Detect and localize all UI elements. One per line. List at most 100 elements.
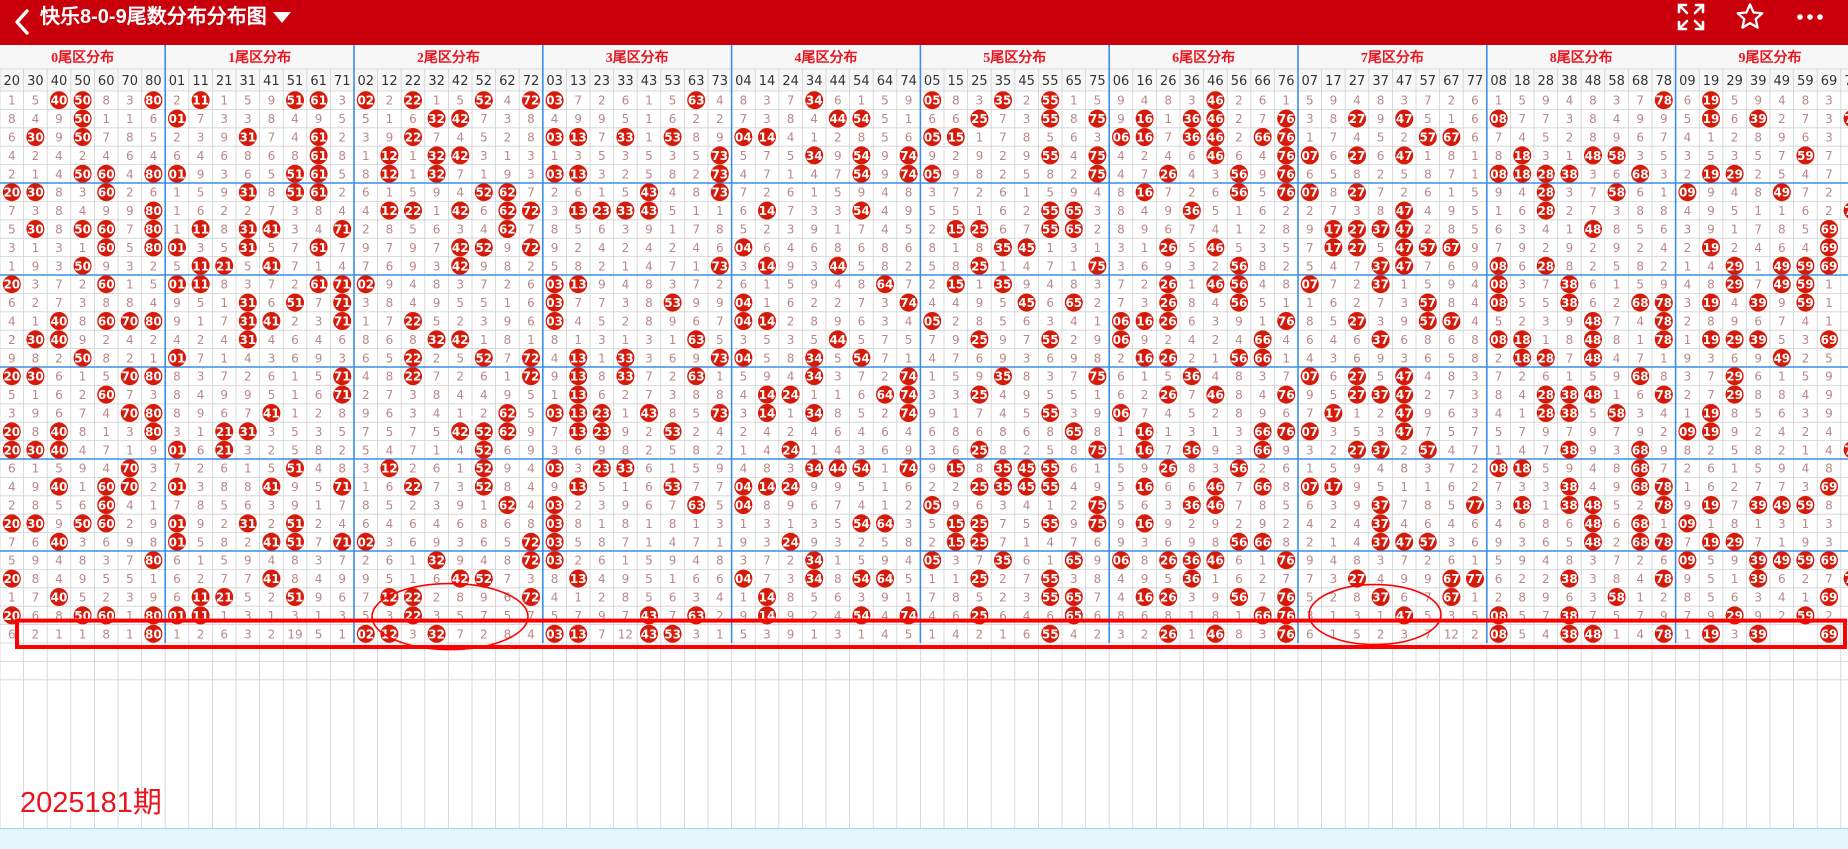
miss-count: 5 [1117,480,1125,494]
miss-count: 6 [999,204,1007,218]
miss-count: 4 [1660,407,1668,421]
miss-count: 1 [386,112,394,126]
hit-number: 80 [145,315,162,329]
miss-count: 6 [1589,296,1597,310]
miss-count: 4 [1330,259,1338,273]
miss-count: 4 [1046,535,1054,549]
miss-count: 3 [1330,499,1338,513]
miss-count: 7 [102,131,110,145]
hit-number: 34 [806,94,823,108]
miss-count: 5 [1518,627,1526,641]
miss-count: 3 [763,517,771,531]
hit-number: 51 [287,535,304,549]
hit-number: 37 [1372,499,1389,513]
miss-count: 9 [527,443,535,457]
miss-count: 6 [1778,572,1786,586]
hit-ball [970,220,989,238]
miss-count: 3 [1377,554,1385,568]
miss-count: 8 [905,186,913,200]
miss-count: 6 [1046,351,1054,365]
miss-count: 8 [622,517,630,531]
miss-count: 2 [1707,443,1715,457]
miss-count: 5 [1566,535,1574,549]
miss-count: 6 [905,241,913,255]
hit-number: 11 [192,94,209,108]
miss-count: 7 [1684,535,1692,549]
hit-number: 55 [1042,112,1059,126]
hit-number: 69 [1821,591,1838,605]
hit-number: 30 [27,223,44,237]
miss-count: 1 [810,443,818,457]
miss-count: 7 [1306,407,1314,421]
miss-count: 5 [1023,407,1031,421]
hit-ball [427,109,446,128]
miss-count: 2 [1684,315,1692,329]
hit-number: 72 [523,241,540,255]
miss-count: 1 [645,535,653,549]
miss-count: 3 [197,370,205,384]
miss-count: 9 [1117,112,1125,126]
miss-count: 1 [32,167,40,181]
miss-count: 7 [173,499,181,513]
miss-count: 5 [1023,517,1031,531]
miss-count: 5 [574,535,582,549]
column-number: 19 [1703,74,1720,89]
hit-number: 51 [287,591,304,605]
miss-count: 4 [1613,351,1621,365]
hit-number: 67 [1443,241,1460,255]
miss-count: 6 [999,186,1007,200]
miss-count: 3 [126,591,134,605]
miss-count: 7 [8,204,16,218]
miss-count: 6 [881,425,889,439]
fullscreen-icon[interactable] [1671,0,1711,34]
hit-number: 04 [735,351,752,365]
miss-count: 1 [197,315,205,329]
miss-count: 7 [1424,425,1432,439]
miss-count: 2 [527,259,535,273]
miss-count: 3 [551,443,559,457]
miss-count: 6 [220,149,228,163]
miss-count: 3 [527,572,535,586]
hit-number: 71 [334,370,351,384]
hit-number: 28 [1537,351,1554,365]
miss-count: 5 [1306,591,1314,605]
hit-number: 75 [1089,259,1106,273]
miss-count: 1 [1636,333,1644,347]
hit-number: 33 [617,351,634,365]
star-icon[interactable] [1730,0,1770,34]
hit-number: 03 [546,167,563,181]
miss-count: 9 [574,112,582,126]
hit-number: 50 [74,259,91,273]
column-number: 14 [759,74,776,89]
hit-number: 47 [1396,535,1413,549]
miss-count: 7 [1400,499,1408,513]
hit-number: 55 [1042,517,1059,531]
miss-count: 9 [1495,186,1503,200]
hit-number: 38 [1561,407,1578,421]
page-title-dropdown[interactable]: 快乐8-0-9尾数分布分布图 [40,0,291,35]
miss-count: 9 [740,535,748,549]
miss-count: 2 [1212,407,1220,421]
miss-count: 3 [386,535,394,549]
more-icon[interactable] [1790,0,1830,34]
period-label: 2025181期 [20,787,162,819]
hit-number: 16 [1136,131,1153,145]
miss-count: 5 [386,499,394,513]
miss-count: 1 [905,591,913,605]
hit-number: 45 [1018,241,1035,255]
miss-count: 6 [810,499,818,513]
miss-count: 2 [1424,388,1432,402]
hit-ball [1820,238,1838,257]
miss-count: 5 [692,149,700,163]
miss-count: 8 [1070,443,1078,457]
miss-count: 4 [55,572,63,586]
hit-number: 67 [1443,315,1460,329]
hit-number: 66 [1254,480,1271,494]
miss-count: 5 [480,131,488,145]
miss-count: 9 [952,499,960,513]
hit-number: 38 [1561,388,1578,402]
miss-count: 5 [504,535,512,549]
back-chevron-left-icon[interactable] [10,6,34,38]
hit-ball [144,312,163,330]
miss-count: 1 [645,517,653,531]
